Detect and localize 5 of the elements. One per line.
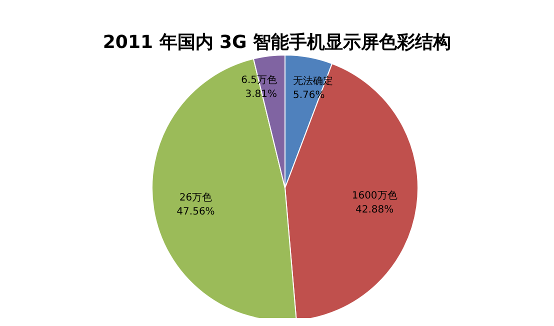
data-label: 42.88%: [356, 204, 394, 216]
chart-title: 2011 年国内 3G 智能手机显示屏色彩结构: [102, 32, 452, 53]
data-label: 47.56%: [176, 206, 215, 218]
slice-label: 1600万色: [352, 189, 398, 202]
slice-label: 26万色: [179, 192, 212, 204]
